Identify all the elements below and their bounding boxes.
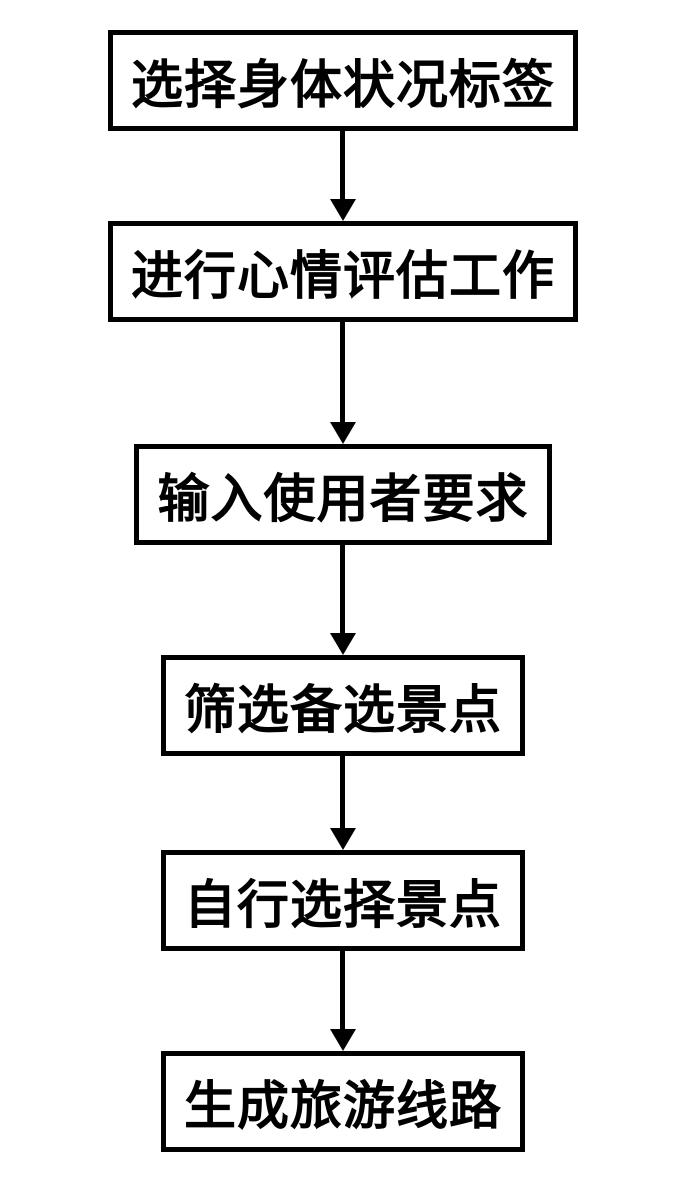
arrow-line [340, 756, 345, 828]
node-label: 选择身体状况标签 [131, 43, 555, 118]
node-label: 输入使用者要求 [157, 457, 528, 532]
arrow-head-icon [330, 633, 356, 655]
flowchart-node-5: 自行选择景点 [161, 850, 525, 951]
flowchart-node-4: 筛选备选景点 [161, 655, 525, 756]
node-label: 筛选备选景点 [184, 668, 502, 743]
arrow-head-icon [330, 422, 356, 444]
arrow-1 [330, 131, 356, 221]
node-label: 进行心情评估工作 [131, 234, 555, 309]
arrow-head-icon [330, 828, 356, 850]
flowchart-node-1: 选择身体状况标签 [108, 30, 578, 131]
arrow-line [340, 545, 345, 633]
arrow-head-icon [330, 1029, 356, 1051]
arrow-5 [330, 951, 356, 1051]
flowchart-container: 选择身体状况标签 进行心情评估工作 输入使用者要求 筛选备选景点 自行选择景点 … [108, 30, 578, 1152]
flowchart-node-2: 进行心情评估工作 [108, 221, 578, 322]
arrow-3 [330, 545, 356, 655]
arrow-line [340, 322, 345, 422]
arrow-2 [330, 322, 356, 444]
arrow-head-icon [330, 199, 356, 221]
node-label: 生成旅游线路 [184, 1064, 502, 1139]
arrow-line [340, 951, 345, 1029]
flowchart-node-6: 生成旅游线路 [161, 1051, 525, 1152]
node-label: 自行选择景点 [184, 863, 502, 938]
arrow-4 [330, 756, 356, 850]
arrow-line [340, 131, 345, 199]
flowchart-node-3: 输入使用者要求 [134, 444, 551, 545]
